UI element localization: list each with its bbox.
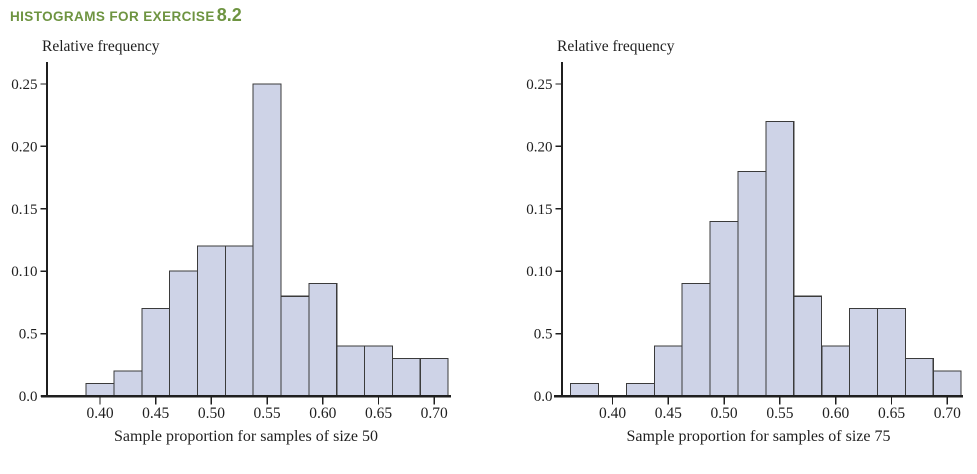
- histogram-bar: [737, 170, 767, 397]
- x-axis-title: Sample proportion for samples of size 50: [114, 428, 378, 445]
- y-tick-label: 0.10: [526, 264, 552, 280]
- histogram-sample-size-75: Relative frequency 0.25 0.20 0.15 0.10 0.5 0.0…: [510, 28, 977, 468]
- x-tick-label: 0.40: [599, 405, 626, 422]
- histogram-bar: [709, 220, 739, 397]
- y-tick-label: 0.25: [526, 77, 552, 93]
- histogram-bar: [765, 120, 795, 397]
- histogram-bar: [877, 308, 907, 397]
- histogram-bar: [196, 245, 226, 397]
- y-tick-label: 0.5: [19, 327, 38, 343]
- histogram-bar: [653, 345, 683, 397]
- histogram-bar: [849, 308, 879, 397]
- histogram-bar: [169, 270, 199, 397]
- x-tick-label: 0.55: [254, 405, 281, 422]
- x-tick-label: 0.70: [421, 405, 448, 422]
- x-tick-label: 0.70: [934, 405, 961, 422]
- y-tick-label: 0.20: [526, 139, 552, 155]
- y-tick-label: 0.20: [11, 139, 37, 155]
- y-tick-label: 0.15: [526, 202, 552, 218]
- bars-group: [570, 120, 962, 397]
- histogram-bar: [681, 283, 711, 397]
- histogram-svg-1: Relative frequency 0.25 0.20 0.15 0.10 0.5 0.0…: [526, 38, 963, 445]
- histogram-bar: [336, 345, 366, 397]
- histogram-bar: [391, 358, 421, 397]
- x-tick-label: 0.60: [822, 405, 849, 422]
- x-tick-label: 0.45: [142, 405, 169, 422]
- histogram-bar: [141, 308, 171, 397]
- figure-title-number: 8.2: [216, 5, 242, 25]
- histogram-bar: [932, 370, 962, 397]
- histogram-bar: [821, 345, 851, 397]
- histogram-bar: [85, 382, 115, 397]
- histogram-bar: [570, 382, 600, 397]
- y-tick-label: 0.0: [19, 389, 38, 405]
- y-axis-title: Relative frequency: [557, 38, 675, 55]
- histogram-bar: [308, 283, 338, 397]
- y-tick-label: 0.0: [534, 389, 553, 405]
- y-axis-line: [46, 62, 48, 397]
- x-tick-label: 0.40: [86, 405, 113, 422]
- y-tick-label: 0.10: [11, 264, 37, 280]
- bars-group: [85, 83, 449, 397]
- histogram-sample-size-50: Relative frequency 0.25 0.20 0.15 0.10 0.5 0.0…: [0, 28, 480, 468]
- y-tick-label: 0.15: [11, 202, 37, 218]
- x-tick-label: 0.65: [365, 405, 392, 422]
- histogram-bar: [904, 358, 934, 397]
- x-tick-label: 0.50: [711, 405, 738, 422]
- figure-title: HISTOGRAMS FOR EXERCISE 8.2: [10, 5, 242, 26]
- histogram-bar: [252, 83, 282, 397]
- y-tick-label: 0.5: [534, 327, 553, 343]
- histogram-bar: [224, 245, 254, 397]
- x-axis-title: Sample proportion for samples of size 75: [627, 428, 891, 445]
- y-tick-label: 0.25: [11, 77, 37, 93]
- histogram-svg-0: Relative frequency 0.25 0.20 0.15 0.10 0.5 0.0…: [11, 38, 451, 445]
- histogram-bar: [419, 358, 449, 397]
- x-tick-label: 0.60: [309, 405, 336, 422]
- histogram-bar: [364, 345, 394, 397]
- histogram-bar: [113, 370, 143, 397]
- x-tick-label: 0.65: [878, 405, 905, 422]
- x-tick-label: 0.55: [766, 405, 793, 422]
- x-axis-line: [554, 394, 963, 398]
- histogram-bar: [793, 295, 823, 397]
- x-tick-label: 0.45: [655, 405, 682, 422]
- y-axis-line: [561, 62, 563, 397]
- histogram-bar: [625, 382, 655, 397]
- histogram-bar: [280, 295, 310, 397]
- figure-title-text: HISTOGRAMS FOR EXERCISE: [10, 9, 215, 24]
- x-axis-line: [41, 394, 451, 398]
- x-tick-label: 0.50: [198, 405, 225, 422]
- y-axis-title: Relative frequency: [42, 38, 160, 55]
